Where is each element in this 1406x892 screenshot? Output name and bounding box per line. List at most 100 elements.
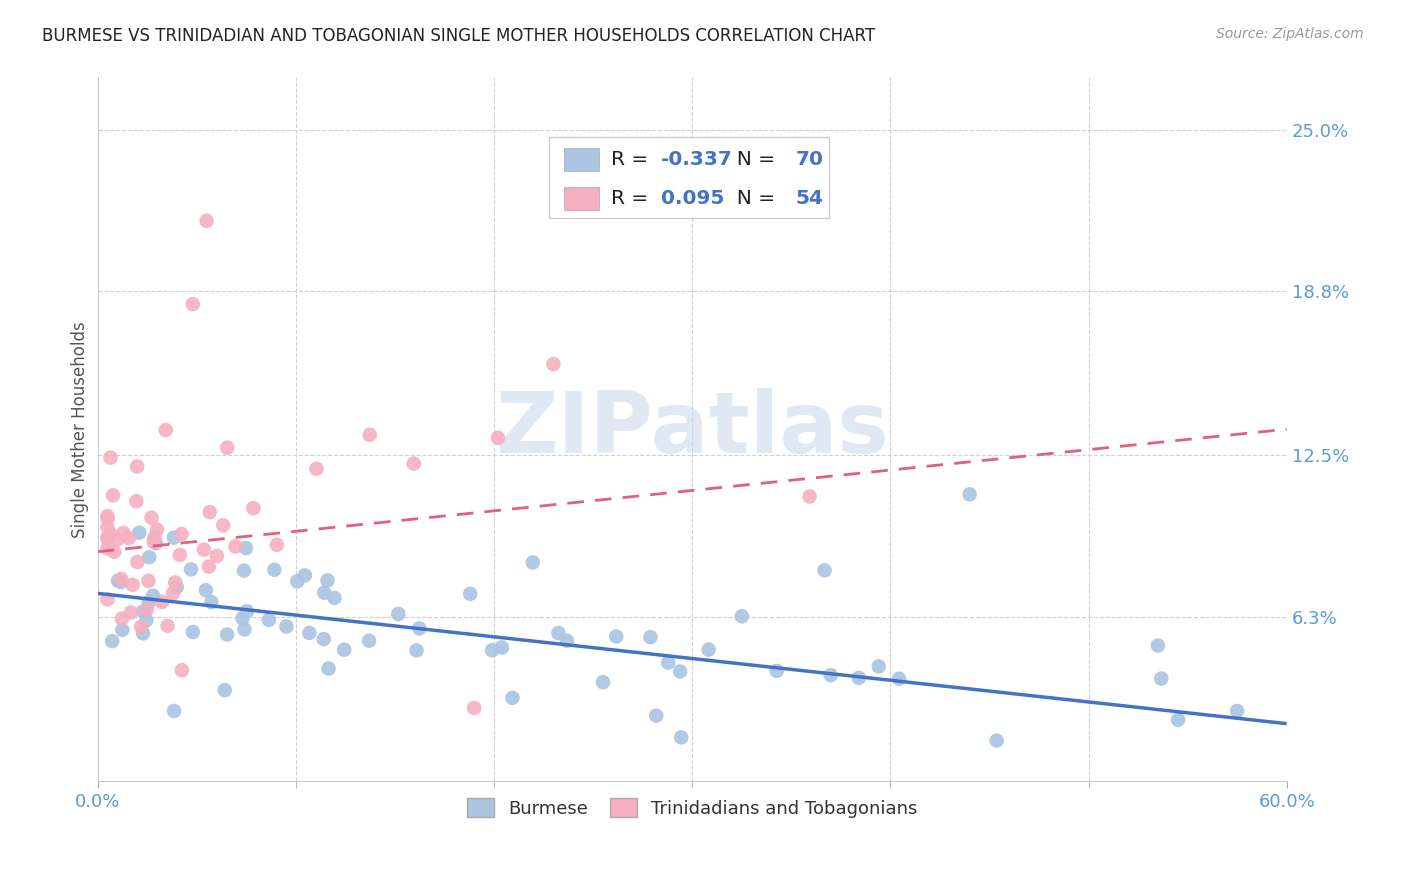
FancyBboxPatch shape	[564, 148, 599, 171]
Point	[200, 595, 222, 609]
Point	[357, 633, 380, 648]
Text: N =: N =	[724, 150, 782, 169]
FancyBboxPatch shape	[550, 137, 830, 219]
Point	[318, 662, 340, 676]
Point	[298, 626, 321, 640]
Point	[101, 634, 124, 648]
Point	[463, 701, 485, 715]
Point	[233, 623, 256, 637]
Point	[543, 357, 565, 371]
Point	[162, 586, 184, 600]
Point	[217, 627, 239, 641]
Point	[402, 457, 425, 471]
Point	[868, 659, 890, 673]
Text: Source: ZipAtlas.com: Source: ZipAtlas.com	[1216, 27, 1364, 41]
Point	[96, 509, 118, 524]
Point	[205, 549, 228, 563]
Point	[312, 632, 335, 646]
Point	[138, 595, 160, 609]
Point	[266, 538, 288, 552]
Point	[96, 541, 118, 556]
Point	[155, 423, 177, 437]
Point	[181, 297, 204, 311]
Point	[501, 690, 523, 705]
Point	[316, 574, 339, 588]
Point	[697, 642, 720, 657]
Point	[142, 535, 165, 549]
Point	[323, 591, 346, 605]
Point	[236, 604, 259, 618]
Point	[333, 642, 356, 657]
Point	[820, 668, 842, 682]
Text: 0.095: 0.095	[661, 189, 724, 208]
Text: 54: 54	[796, 189, 824, 208]
Point	[491, 640, 513, 655]
Point	[125, 494, 148, 508]
Point	[813, 563, 835, 577]
Point	[96, 520, 118, 534]
Point	[194, 583, 217, 598]
Point	[231, 611, 253, 625]
Point	[314, 585, 336, 599]
Point	[143, 531, 166, 545]
Point	[214, 683, 236, 698]
Point	[110, 572, 132, 586]
Point	[669, 731, 692, 745]
Point	[605, 630, 627, 644]
Point	[180, 562, 202, 576]
Point	[96, 512, 118, 526]
Point	[224, 540, 246, 554]
Point	[111, 623, 134, 637]
Point	[1150, 672, 1173, 686]
Point	[132, 626, 155, 640]
Point	[146, 523, 169, 537]
Point	[232, 564, 254, 578]
Point	[458, 587, 481, 601]
Point	[257, 613, 280, 627]
Point	[294, 568, 316, 582]
Point	[285, 574, 308, 589]
Point	[112, 525, 135, 540]
Point	[669, 665, 692, 679]
Point	[156, 619, 179, 633]
Point	[170, 663, 193, 677]
Point	[1226, 704, 1249, 718]
Text: -0.337: -0.337	[661, 150, 733, 169]
Point	[235, 541, 257, 555]
Point	[848, 671, 870, 685]
Point	[111, 612, 134, 626]
Point	[1147, 639, 1170, 653]
Point	[118, 531, 141, 545]
Point	[765, 664, 787, 678]
Point	[96, 530, 118, 544]
Point	[129, 620, 152, 634]
Text: 70: 70	[796, 150, 824, 169]
Point	[242, 501, 264, 516]
Point	[1167, 713, 1189, 727]
Point	[640, 630, 662, 644]
Point	[547, 626, 569, 640]
Legend: Burmese, Trinidadians and Tobagonians: Burmese, Trinidadians and Tobagonians	[460, 791, 925, 825]
Point	[405, 643, 427, 657]
Point	[120, 606, 142, 620]
Point	[522, 556, 544, 570]
Point	[195, 213, 218, 227]
Point	[150, 595, 173, 609]
Point	[170, 527, 193, 541]
Text: ZIPatlas: ZIPatlas	[495, 388, 889, 471]
Point	[127, 555, 149, 569]
Point	[731, 609, 754, 624]
Point	[592, 675, 614, 690]
Point	[163, 531, 186, 545]
Point	[555, 633, 578, 648]
Point	[127, 459, 149, 474]
Point	[163, 704, 186, 718]
Point	[276, 619, 298, 633]
Point	[263, 563, 285, 577]
Point	[645, 708, 668, 723]
Point	[136, 602, 159, 616]
Point	[132, 604, 155, 618]
Text: R =: R =	[612, 189, 655, 208]
Point	[197, 559, 219, 574]
Point	[107, 532, 129, 546]
